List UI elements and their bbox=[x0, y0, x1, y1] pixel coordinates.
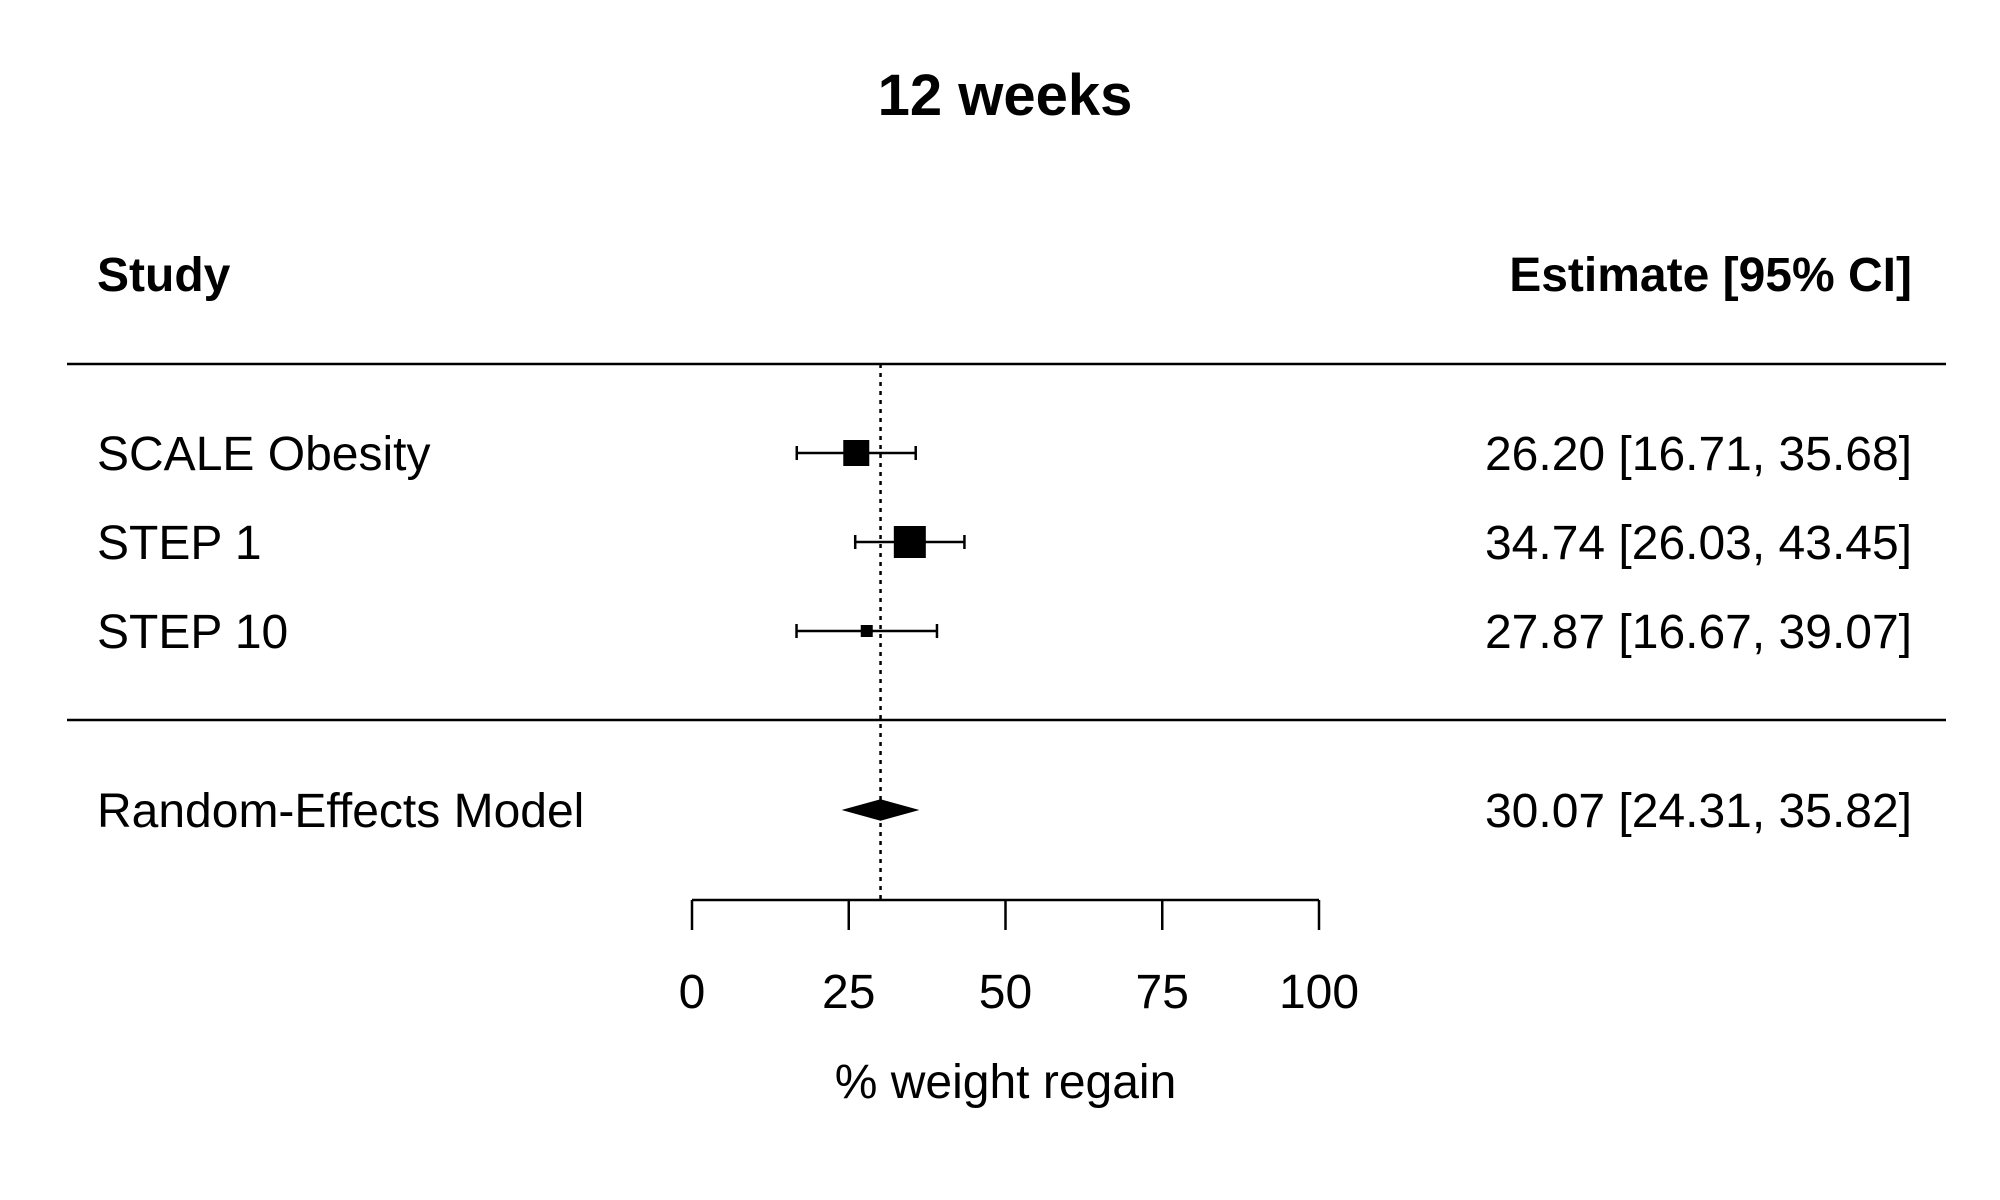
estimate-marker bbox=[860, 625, 873, 637]
summary-diamond bbox=[841, 799, 920, 821]
x-tick-label: 25 bbox=[822, 966, 875, 1019]
summary-label: Random-Effects Model bbox=[97, 785, 584, 838]
study-label: SCALE Obesity bbox=[97, 428, 430, 481]
x-axis-label: % weight regain bbox=[835, 1056, 1177, 1109]
summary-estimate-label: 30.07 [24.31, 35.82] bbox=[1485, 785, 1912, 838]
study-label: STEP 1 bbox=[97, 517, 262, 570]
study-label: STEP 10 bbox=[97, 606, 288, 659]
plot-area: SCALE Obesity 26.20 [16.71, 35.68] STEP 1 3… bbox=[97, 364, 1912, 1109]
estimate-marker bbox=[843, 440, 870, 466]
estimate-marker bbox=[893, 526, 926, 558]
x-tick-label: 75 bbox=[1136, 966, 1189, 1019]
x-tick-label: 100 bbox=[1279, 966, 1359, 1019]
x-tick-label: 0 bbox=[679, 966, 706, 1019]
chart-title: 12 weeks bbox=[878, 63, 1133, 128]
study-column-header: Study bbox=[97, 249, 231, 302]
estimate-ci-label: 27.87 [16.67, 39.07] bbox=[1485, 606, 1912, 659]
estimate-ci-label: 34.74 [26.03, 43.45] bbox=[1485, 517, 1912, 570]
x-tick-label: 50 bbox=[979, 966, 1032, 1019]
estimate-column-header: Estimate [95% CI] bbox=[1509, 249, 1912, 302]
estimate-ci-label: 26.20 [16.71, 35.68] bbox=[1485, 428, 1912, 481]
